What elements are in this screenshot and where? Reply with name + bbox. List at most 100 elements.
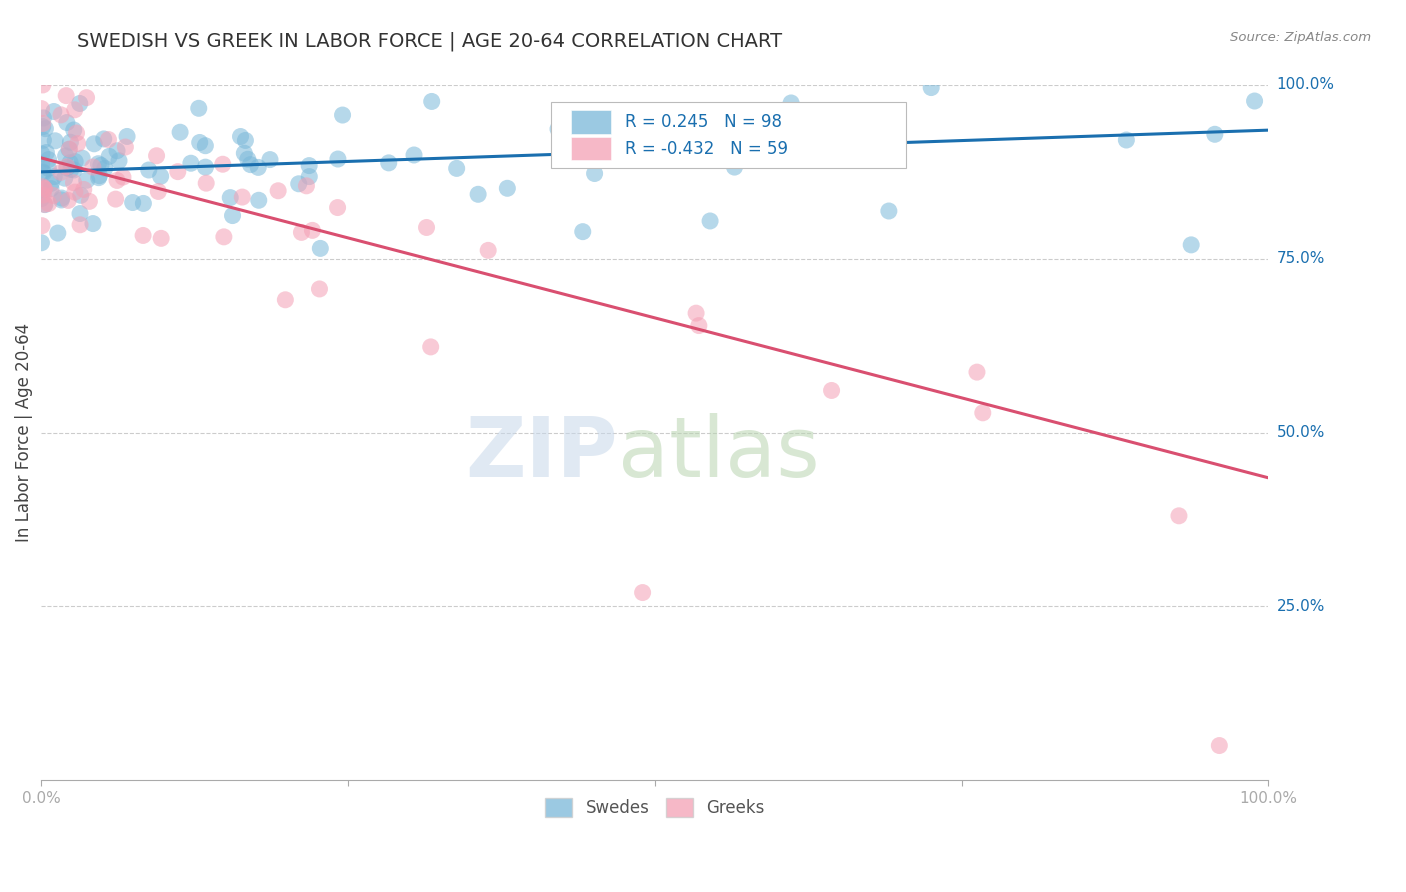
Point <box>1243 94 1265 108</box>
Point <box>31 120 53 134</box>
Point <box>326 152 349 166</box>
Point <box>55 88 77 103</box>
Point <box>194 160 217 174</box>
Point <box>49 108 72 122</box>
Point <box>219 191 242 205</box>
Point <box>63 103 86 117</box>
Point <box>180 156 202 170</box>
Point <box>59 162 82 177</box>
Point <box>247 194 270 208</box>
Point <box>111 169 134 184</box>
Point <box>32 166 55 180</box>
Point <box>30 192 52 206</box>
Point <box>82 160 104 174</box>
Point <box>290 226 312 240</box>
Point <box>38 153 60 167</box>
Text: ZIP: ZIP <box>465 413 619 494</box>
Point <box>76 173 98 187</box>
Point <box>149 169 172 184</box>
Point <box>35 145 58 160</box>
Point <box>138 163 160 178</box>
Point <box>87 157 110 171</box>
Point <box>169 125 191 139</box>
Point <box>842 128 865 142</box>
Point <box>69 206 91 220</box>
Point <box>66 136 89 151</box>
Point <box>65 126 87 140</box>
Point <box>98 149 121 163</box>
Point <box>148 185 170 199</box>
FancyBboxPatch shape <box>571 136 610 161</box>
Point <box>631 585 654 599</box>
Point <box>56 161 79 175</box>
Text: 75.0%: 75.0% <box>1277 252 1324 267</box>
Point <box>114 140 136 154</box>
Point <box>39 181 62 195</box>
Point <box>42 104 65 119</box>
Point <box>31 157 53 171</box>
Point <box>239 158 262 172</box>
Point <box>51 191 73 205</box>
Point <box>415 220 437 235</box>
Point <box>477 244 499 258</box>
Point <box>211 157 233 171</box>
Point <box>402 148 425 162</box>
Point <box>31 219 53 233</box>
Point <box>34 197 56 211</box>
Point <box>723 160 745 174</box>
Point <box>1180 238 1202 252</box>
Point <box>966 365 988 379</box>
Legend: Swedes, Greeks: Swedes, Greeks <box>538 791 770 824</box>
Point <box>94 161 117 176</box>
Point <box>1204 128 1226 142</box>
Point <box>32 111 55 125</box>
Point <box>58 142 80 156</box>
Text: atlas: atlas <box>619 413 820 494</box>
Point <box>30 102 52 116</box>
Point <box>309 241 332 255</box>
Point <box>34 182 56 196</box>
Point <box>446 161 468 176</box>
Point <box>105 173 128 187</box>
Point <box>233 146 256 161</box>
Point <box>295 178 318 193</box>
Point <box>236 153 259 167</box>
Point <box>301 223 323 237</box>
Point <box>699 214 721 228</box>
Text: 25.0%: 25.0% <box>1277 599 1324 614</box>
Y-axis label: In Labor Force | Age 20-64: In Labor Force | Age 20-64 <box>15 323 32 542</box>
Point <box>235 133 257 147</box>
Point <box>51 193 73 207</box>
Point <box>799 147 821 161</box>
Point <box>420 95 443 109</box>
Point <box>972 406 994 420</box>
Point <box>326 201 349 215</box>
Point <box>121 195 143 210</box>
Point <box>79 194 101 209</box>
Text: 100.0%: 100.0% <box>1277 78 1334 93</box>
Point <box>780 95 803 110</box>
Point <box>62 123 84 137</box>
Point <box>496 181 519 195</box>
Point <box>34 121 56 136</box>
Point <box>920 80 942 95</box>
Point <box>97 132 120 146</box>
Point <box>308 282 330 296</box>
Point <box>467 187 489 202</box>
Point <box>145 149 167 163</box>
Point <box>221 209 243 223</box>
Point <box>685 306 707 320</box>
FancyBboxPatch shape <box>551 103 907 169</box>
Point <box>724 116 747 130</box>
Point <box>31 116 53 130</box>
Point <box>212 230 235 244</box>
Text: 50.0%: 50.0% <box>1277 425 1324 440</box>
Point <box>571 225 593 239</box>
Point <box>32 133 55 147</box>
Text: SWEDISH VS GREEK IN LABOR FORCE | AGE 20-64 CORRELATION CHART: SWEDISH VS GREEK IN LABOR FORCE | AGE 20… <box>77 31 783 51</box>
Point <box>38 196 60 211</box>
Point <box>37 161 59 176</box>
Point <box>63 163 86 178</box>
Point <box>73 182 96 196</box>
Point <box>44 134 66 148</box>
